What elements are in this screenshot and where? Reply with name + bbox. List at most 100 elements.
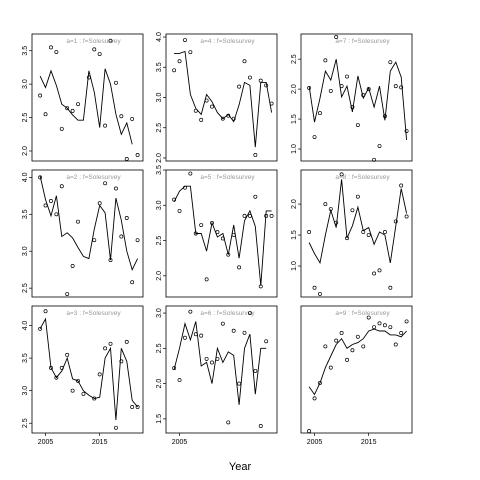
y-tick-label: 2.5 [291, 54, 298, 64]
data-point [247, 311, 252, 316]
data-point [382, 230, 387, 234]
series-line [173, 185, 272, 286]
y-tick-label: 2.0 [291, 199, 298, 209]
panel-frame [165, 169, 278, 298]
data-point [226, 113, 231, 118]
panel-frame [300, 305, 413, 434]
data-point [345, 357, 349, 362]
data-point [328, 207, 333, 211]
data-point [215, 230, 220, 235]
y-tick-label: 1.5 [291, 114, 298, 124]
data-point [119, 114, 124, 119]
data-point [108, 38, 113, 43]
data-point [193, 332, 198, 337]
data-point [399, 183, 404, 188]
data-point [103, 123, 108, 128]
data-point [188, 50, 193, 55]
data-point [242, 59, 247, 64]
data-point [193, 108, 198, 113]
data-point [366, 315, 371, 320]
data-point [242, 330, 247, 335]
panel-frame [31, 305, 144, 434]
data-point [328, 88, 333, 93]
data-point [97, 201, 102, 206]
data-point [323, 344, 328, 349]
data-point [135, 238, 140, 243]
data-point [355, 194, 360, 199]
data-point [361, 93, 366, 98]
data-point [366, 233, 371, 237]
y-tick-label: 4.0 [22, 172, 29, 182]
y-tick-label: 1.5 [291, 230, 298, 240]
y-tick-label: 3.0 [22, 386, 29, 396]
y-tick-label: 3.0 [22, 246, 29, 256]
panel-frame [165, 305, 278, 434]
data-point [237, 381, 242, 386]
data-point [388, 285, 393, 290]
data-point [345, 236, 349, 241]
data-point [318, 381, 322, 385]
data-point [231, 328, 236, 333]
panel-3: 1.0 1.5 2.0 2.5 a=7 : f=Solesurvey [291, 33, 413, 162]
data-point [345, 74, 349, 79]
data-point [210, 220, 214, 225]
data-point [318, 291, 322, 296]
data-point [355, 334, 360, 339]
data-point [199, 333, 204, 338]
y-tick-label: 3.5 [22, 46, 29, 56]
data-point [124, 157, 129, 161]
panel-1: 2.0 2.5 3.0 3.5 a=1 : f=Solesurvey [22, 33, 144, 162]
data-point [220, 321, 225, 326]
series-line [173, 321, 267, 405]
series-line [174, 50, 273, 148]
data-point [124, 339, 129, 344]
y-tick-label: 2.5 [156, 343, 163, 353]
data-point [108, 258, 113, 263]
data-point [307, 85, 312, 90]
panel-title: a=9 : f=Solesurvey [335, 310, 390, 317]
data-point [382, 114, 387, 119]
panel-8: 1.5 2.0 2.5 3.0 2005 a=6 : f=Solesurvey [156, 305, 278, 446]
data-point [135, 153, 140, 157]
data-point [183, 38, 187, 42]
data-point [188, 309, 193, 314]
data-point [204, 98, 209, 103]
panel-title: a=3 : f=Solesurvey [66, 310, 121, 317]
data-point [323, 58, 328, 63]
data-point [199, 117, 204, 122]
data-point [231, 232, 236, 237]
panel-9: 2005 2015 a=9 : f=Solesurvey [300, 305, 413, 446]
data-point [258, 78, 263, 83]
data-point [334, 338, 339, 343]
data-point [49, 199, 53, 203]
data-point [269, 101, 274, 106]
x-tick-label: 2015 [92, 439, 108, 446]
data-point [404, 214, 409, 219]
data-point [70, 388, 75, 393]
y-tick-label: 1.0 [291, 261, 298, 271]
data-point [404, 129, 409, 133]
data-point [388, 60, 393, 65]
data-point [199, 223, 204, 227]
data-point [76, 219, 80, 224]
data-point [247, 213, 252, 218]
data-point [97, 372, 102, 377]
data-point [103, 346, 108, 351]
panel-4: 2.5 3.0 3.5 4.0 a=2 : f=Solesurvey [22, 169, 144, 298]
data-point [355, 123, 360, 128]
panel-6: 1.0 1.5 2.0 a=8 : f=Solesurvey [291, 169, 413, 298]
y-tick-label: 3.0 [156, 200, 163, 210]
data-point [361, 230, 366, 234]
y-tick-label: 4.0 [156, 32, 163, 42]
y-tick-label: 3.0 [156, 308, 163, 318]
y-tick-label: 3.5 [156, 165, 163, 175]
data-point [258, 284, 263, 289]
data-point [43, 309, 48, 314]
data-point [38, 93, 43, 98]
data-point [59, 184, 64, 189]
data-point [183, 335, 187, 340]
panel-5: 2.0 2.5 3.0 3.5 a=5 : f=Solesurvey [156, 165, 278, 298]
series-line [308, 59, 408, 141]
data-point [264, 339, 269, 344]
y-tick-label: 3.5 [156, 62, 163, 72]
